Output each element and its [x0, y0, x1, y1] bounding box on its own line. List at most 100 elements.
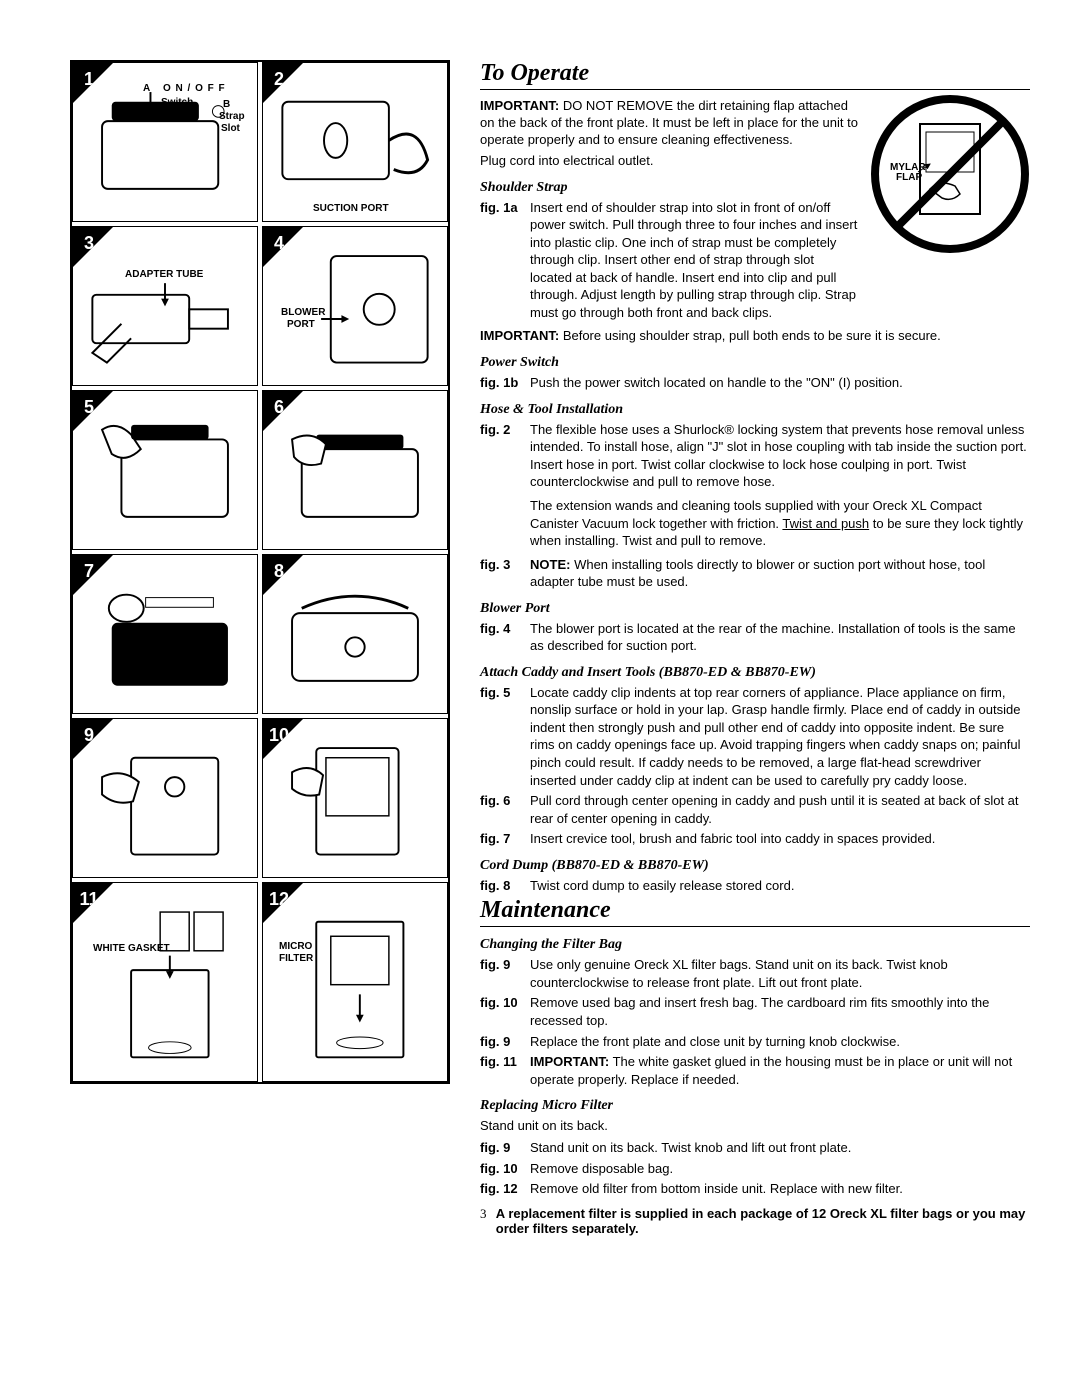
- fig7-item: fig. 7 Insert crevice tool, brush and fa…: [480, 830, 1030, 848]
- heading-attach-caddy: Attach Caddy and Insert Tools (BB870-ED …: [480, 665, 1030, 681]
- figure-label: PORT: [287, 319, 315, 330]
- fig8-ref: fig. 8: [480, 877, 530, 895]
- prohibit-svg: MYLAR FLAP: [870, 94, 1030, 254]
- heading-power-switch: Power Switch: [480, 355, 1030, 371]
- figure-illustration: [263, 63, 447, 218]
- heading-hose-tool: Hose & Tool Installation: [480, 402, 1030, 418]
- figure-illustration: [73, 391, 257, 546]
- figure-cell-10: 10: [262, 718, 448, 878]
- heading-changing-bag: Changing the Filter Bag: [480, 937, 1030, 953]
- figure-cell-6: 6: [262, 390, 448, 550]
- section-maintenance: Maintenance: [480, 897, 1030, 927]
- fig9b-ref: fig. 9: [480, 1033, 530, 1051]
- important-secure-body: Before using shoulder strap, pull both e…: [559, 328, 941, 343]
- hose-para2: The extension wands and cleaning tools s…: [480, 497, 1030, 550]
- important-label: IMPORTANT:: [480, 98, 559, 113]
- fig9-body: Use only genuine Oreck XL filter bags. S…: [530, 956, 1030, 991]
- figure-label: O N / O F F: [163, 83, 226, 94]
- figure-cell-2: 2SUCTION PORT: [262, 62, 448, 222]
- fig10-ref: fig. 10: [480, 994, 530, 1029]
- fig2-body: The flexible hose uses a Shurlock® locki…: [530, 421, 1030, 491]
- fig2-ref: fig. 2: [480, 421, 530, 491]
- figure-illustration: [263, 719, 447, 874]
- fig8-body: Twist cord dump to easily release stored…: [530, 877, 1030, 895]
- figure-illustration: [263, 227, 447, 382]
- fig6-item: fig. 6 Pull cord through center opening …: [480, 792, 1030, 827]
- figure-cell-9: 9: [72, 718, 258, 878]
- prohibit-diagram: MYLAR FLAP: [870, 94, 1030, 254]
- figure-label: MICRO: [279, 941, 312, 952]
- figure-label: Switch: [161, 97, 193, 108]
- fig6-body: Pull cord through center opening in cadd…: [530, 792, 1030, 827]
- important-do-not-remove: IMPORTANT: DO NOT REMOVE the dirt retain…: [480, 98, 858, 149]
- figure-grid-column: 1AO N / O F FSwitchBStrapSlot2SUCTION PO…: [70, 60, 450, 1236]
- figure-cell-3: 3ADAPTER TUBE: [72, 226, 258, 386]
- figure-label: A: [143, 83, 150, 94]
- final-note-row: 3 A replacement filter is supplied in ea…: [480, 1206, 1030, 1236]
- fig3-body: NOTE: When installing tools directly to …: [530, 556, 1030, 591]
- fig1b-ref: fig. 1b: [480, 374, 530, 392]
- fig4-body: The blower port is located at the rear o…: [530, 620, 1030, 655]
- rm-fig12-item: fig. 12 Remove old filter from bottom in…: [480, 1180, 1030, 1198]
- fig10-body: Remove used bag and insert fresh bag. Th…: [530, 994, 1030, 1029]
- fig9-item: fig. 9 Use only genuine Oreck XL filter …: [480, 956, 1030, 991]
- figure-illustration: [73, 883, 257, 1077]
- fig9b-body: Replace the front plate and close unit b…: [530, 1033, 1030, 1051]
- heading-blower-port: Blower Port: [480, 601, 1030, 617]
- figure-cell-8: 8: [262, 554, 448, 714]
- fig11-item: fig. 11 IMPORTANT: The white gasket glue…: [480, 1053, 1030, 1088]
- fig3-item: fig. 3 NOTE: When installing tools direc…: [480, 556, 1030, 591]
- fig5-ref: fig. 5: [480, 684, 530, 789]
- rm-fig9-item: fig. 9 Stand unit on its back. Twist kno…: [480, 1139, 1030, 1157]
- fig1a-item: fig. 1a Insert end of shoulder strap int…: [480, 199, 858, 322]
- figure-cell-11: 11WHITE GASKET: [72, 882, 258, 1082]
- figure-label: BLOWER: [281, 307, 325, 318]
- figure-illustration: [263, 391, 447, 546]
- figure-cell-1: 1AO N / O F FSwitchBStrapSlot: [72, 62, 258, 222]
- fig4-item: fig. 4 The blower port is located at the…: [480, 620, 1030, 655]
- fig11-ref: fig. 11: [480, 1053, 530, 1088]
- figure-label: WHITE GASKET: [93, 943, 170, 954]
- svg-text:FLAP: FLAP: [896, 172, 922, 183]
- rm-fig9-body: Stand unit on its back. Twist knob and l…: [530, 1139, 1030, 1157]
- fig2-item: fig. 2 The flexible hose uses a Shurlock…: [480, 421, 1030, 491]
- final-note: A replacement filter is supplied in each…: [496, 1206, 1030, 1236]
- fig11-important-label: IMPORTANT:: [530, 1054, 609, 1069]
- fig11-body: IMPORTANT: The white gasket glued in the…: [530, 1053, 1030, 1088]
- figure-label: B: [223, 99, 230, 110]
- fig8-item: fig. 8 Twist cord dump to easily release…: [480, 877, 1030, 895]
- figure-illustration: [263, 883, 447, 1077]
- fig10-item: fig. 10 Remove used bag and insert fresh…: [480, 994, 1030, 1029]
- fig1b-item: fig. 1b Push the power switch located on…: [480, 374, 1030, 392]
- twist-push: Twist and push: [782, 516, 869, 531]
- rm-fig12-ref: fig. 12: [480, 1180, 530, 1198]
- important-secure-label: IMPORTANT:: [480, 328, 559, 343]
- instructions-column: To Operate IMPORTANT: DO NOT REMOVE the …: [480, 60, 1030, 1236]
- fig1a-body: Insert end of shoulder strap into slot i…: [530, 199, 858, 322]
- figure-cell-12: 12MICROFILTER: [262, 882, 448, 1082]
- figure-illustration: [73, 227, 257, 382]
- fig4-ref: fig. 4: [480, 620, 530, 655]
- rm-fig12-body: Remove old filter from bottom inside uni…: [530, 1180, 1030, 1198]
- fig1b-body: Push the power switch located on handle …: [530, 374, 1030, 392]
- fig9-ref: fig. 9: [480, 956, 530, 991]
- figure-grid: 1AO N / O F FSwitchBStrapSlot2SUCTION PO…: [70, 60, 450, 1084]
- figure-cell-4: 4BLOWERPORT: [262, 226, 448, 386]
- figure-illustration: [73, 719, 257, 874]
- fig9b-item: fig. 9 Replace the front plate and close…: [480, 1033, 1030, 1051]
- figure-label: Strap: [219, 111, 245, 122]
- figure-label: ADAPTER TUBE: [125, 269, 203, 280]
- fig5-body: Locate caddy clip indents at top rear co…: [530, 684, 1030, 789]
- heading-cord-dump: Cord Dump (BB870-ED & BB870-EW): [480, 858, 1030, 874]
- note-body: When installing tools directly to blower…: [530, 557, 985, 590]
- rm-fig9-ref: fig. 9: [480, 1139, 530, 1157]
- fig7-ref: fig. 7: [480, 830, 530, 848]
- heading-shoulder-strap: Shoulder Strap: [480, 180, 858, 196]
- fig1a-ref: fig. 1a: [480, 199, 530, 322]
- figure-label: Slot: [221, 123, 240, 134]
- heading-replacing-micro: Replacing Micro Filter: [480, 1098, 1030, 1114]
- section-to-operate: To Operate: [480, 60, 1030, 90]
- rm-fig10-ref: fig. 10: [480, 1160, 530, 1178]
- stand-unit: Stand unit on its back.: [480, 1118, 1030, 1135]
- fig7-body: Insert crevice tool, brush and fabric to…: [530, 830, 1030, 848]
